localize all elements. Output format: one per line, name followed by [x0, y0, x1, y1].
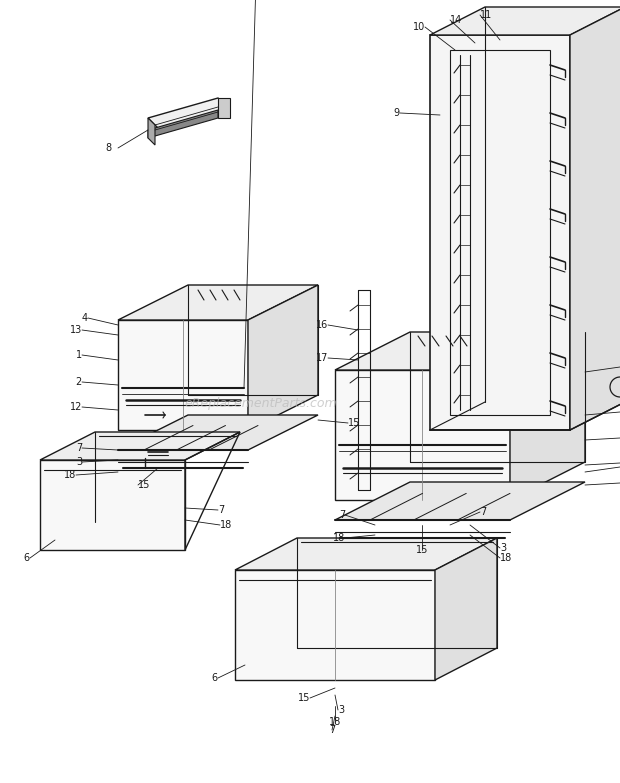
Polygon shape — [40, 432, 240, 460]
Text: 10: 10 — [413, 22, 425, 32]
Text: 15: 15 — [298, 693, 310, 703]
Text: 1: 1 — [76, 350, 82, 360]
Text: 18: 18 — [220, 520, 232, 530]
Text: 2: 2 — [76, 377, 82, 387]
Text: 4: 4 — [82, 313, 88, 323]
Text: 18: 18 — [500, 553, 512, 563]
Polygon shape — [335, 370, 510, 500]
Polygon shape — [335, 482, 585, 520]
Text: 6: 6 — [24, 553, 30, 563]
Text: 18: 18 — [329, 717, 341, 727]
Text: 16: 16 — [316, 320, 328, 330]
Polygon shape — [40, 460, 185, 550]
Text: 7: 7 — [329, 725, 335, 735]
Polygon shape — [148, 98, 230, 130]
Polygon shape — [218, 98, 230, 118]
Polygon shape — [118, 320, 248, 430]
Text: 3: 3 — [338, 705, 344, 715]
Text: 18: 18 — [64, 470, 76, 480]
Polygon shape — [510, 332, 585, 500]
Polygon shape — [235, 538, 497, 570]
Polygon shape — [435, 538, 497, 680]
Text: 8: 8 — [106, 143, 112, 153]
Text: 3: 3 — [76, 457, 82, 467]
Polygon shape — [430, 35, 570, 430]
Text: 7: 7 — [480, 507, 486, 517]
Text: 7: 7 — [339, 510, 345, 520]
Text: 9: 9 — [394, 108, 400, 118]
Polygon shape — [430, 7, 620, 35]
Polygon shape — [148, 110, 218, 138]
Text: 6: 6 — [212, 673, 218, 683]
Text: 7: 7 — [76, 443, 82, 453]
Text: 15: 15 — [348, 418, 360, 428]
Polygon shape — [148, 118, 155, 145]
Text: 15: 15 — [416, 545, 428, 555]
Text: 18: 18 — [333, 533, 345, 543]
Polygon shape — [248, 285, 318, 430]
Polygon shape — [235, 570, 435, 680]
Text: 7: 7 — [218, 505, 224, 515]
Polygon shape — [335, 332, 585, 370]
Text: 14: 14 — [450, 15, 463, 25]
Text: 15: 15 — [138, 480, 151, 490]
Text: 11: 11 — [480, 10, 492, 20]
Polygon shape — [118, 285, 318, 320]
Text: eReplacementParts.com: eReplacementParts.com — [184, 397, 337, 410]
Polygon shape — [118, 415, 318, 450]
Text: 17: 17 — [316, 353, 328, 363]
Polygon shape — [570, 7, 620, 430]
Text: 13: 13 — [69, 325, 82, 335]
Text: 12: 12 — [69, 402, 82, 412]
Text: 3: 3 — [500, 543, 506, 553]
